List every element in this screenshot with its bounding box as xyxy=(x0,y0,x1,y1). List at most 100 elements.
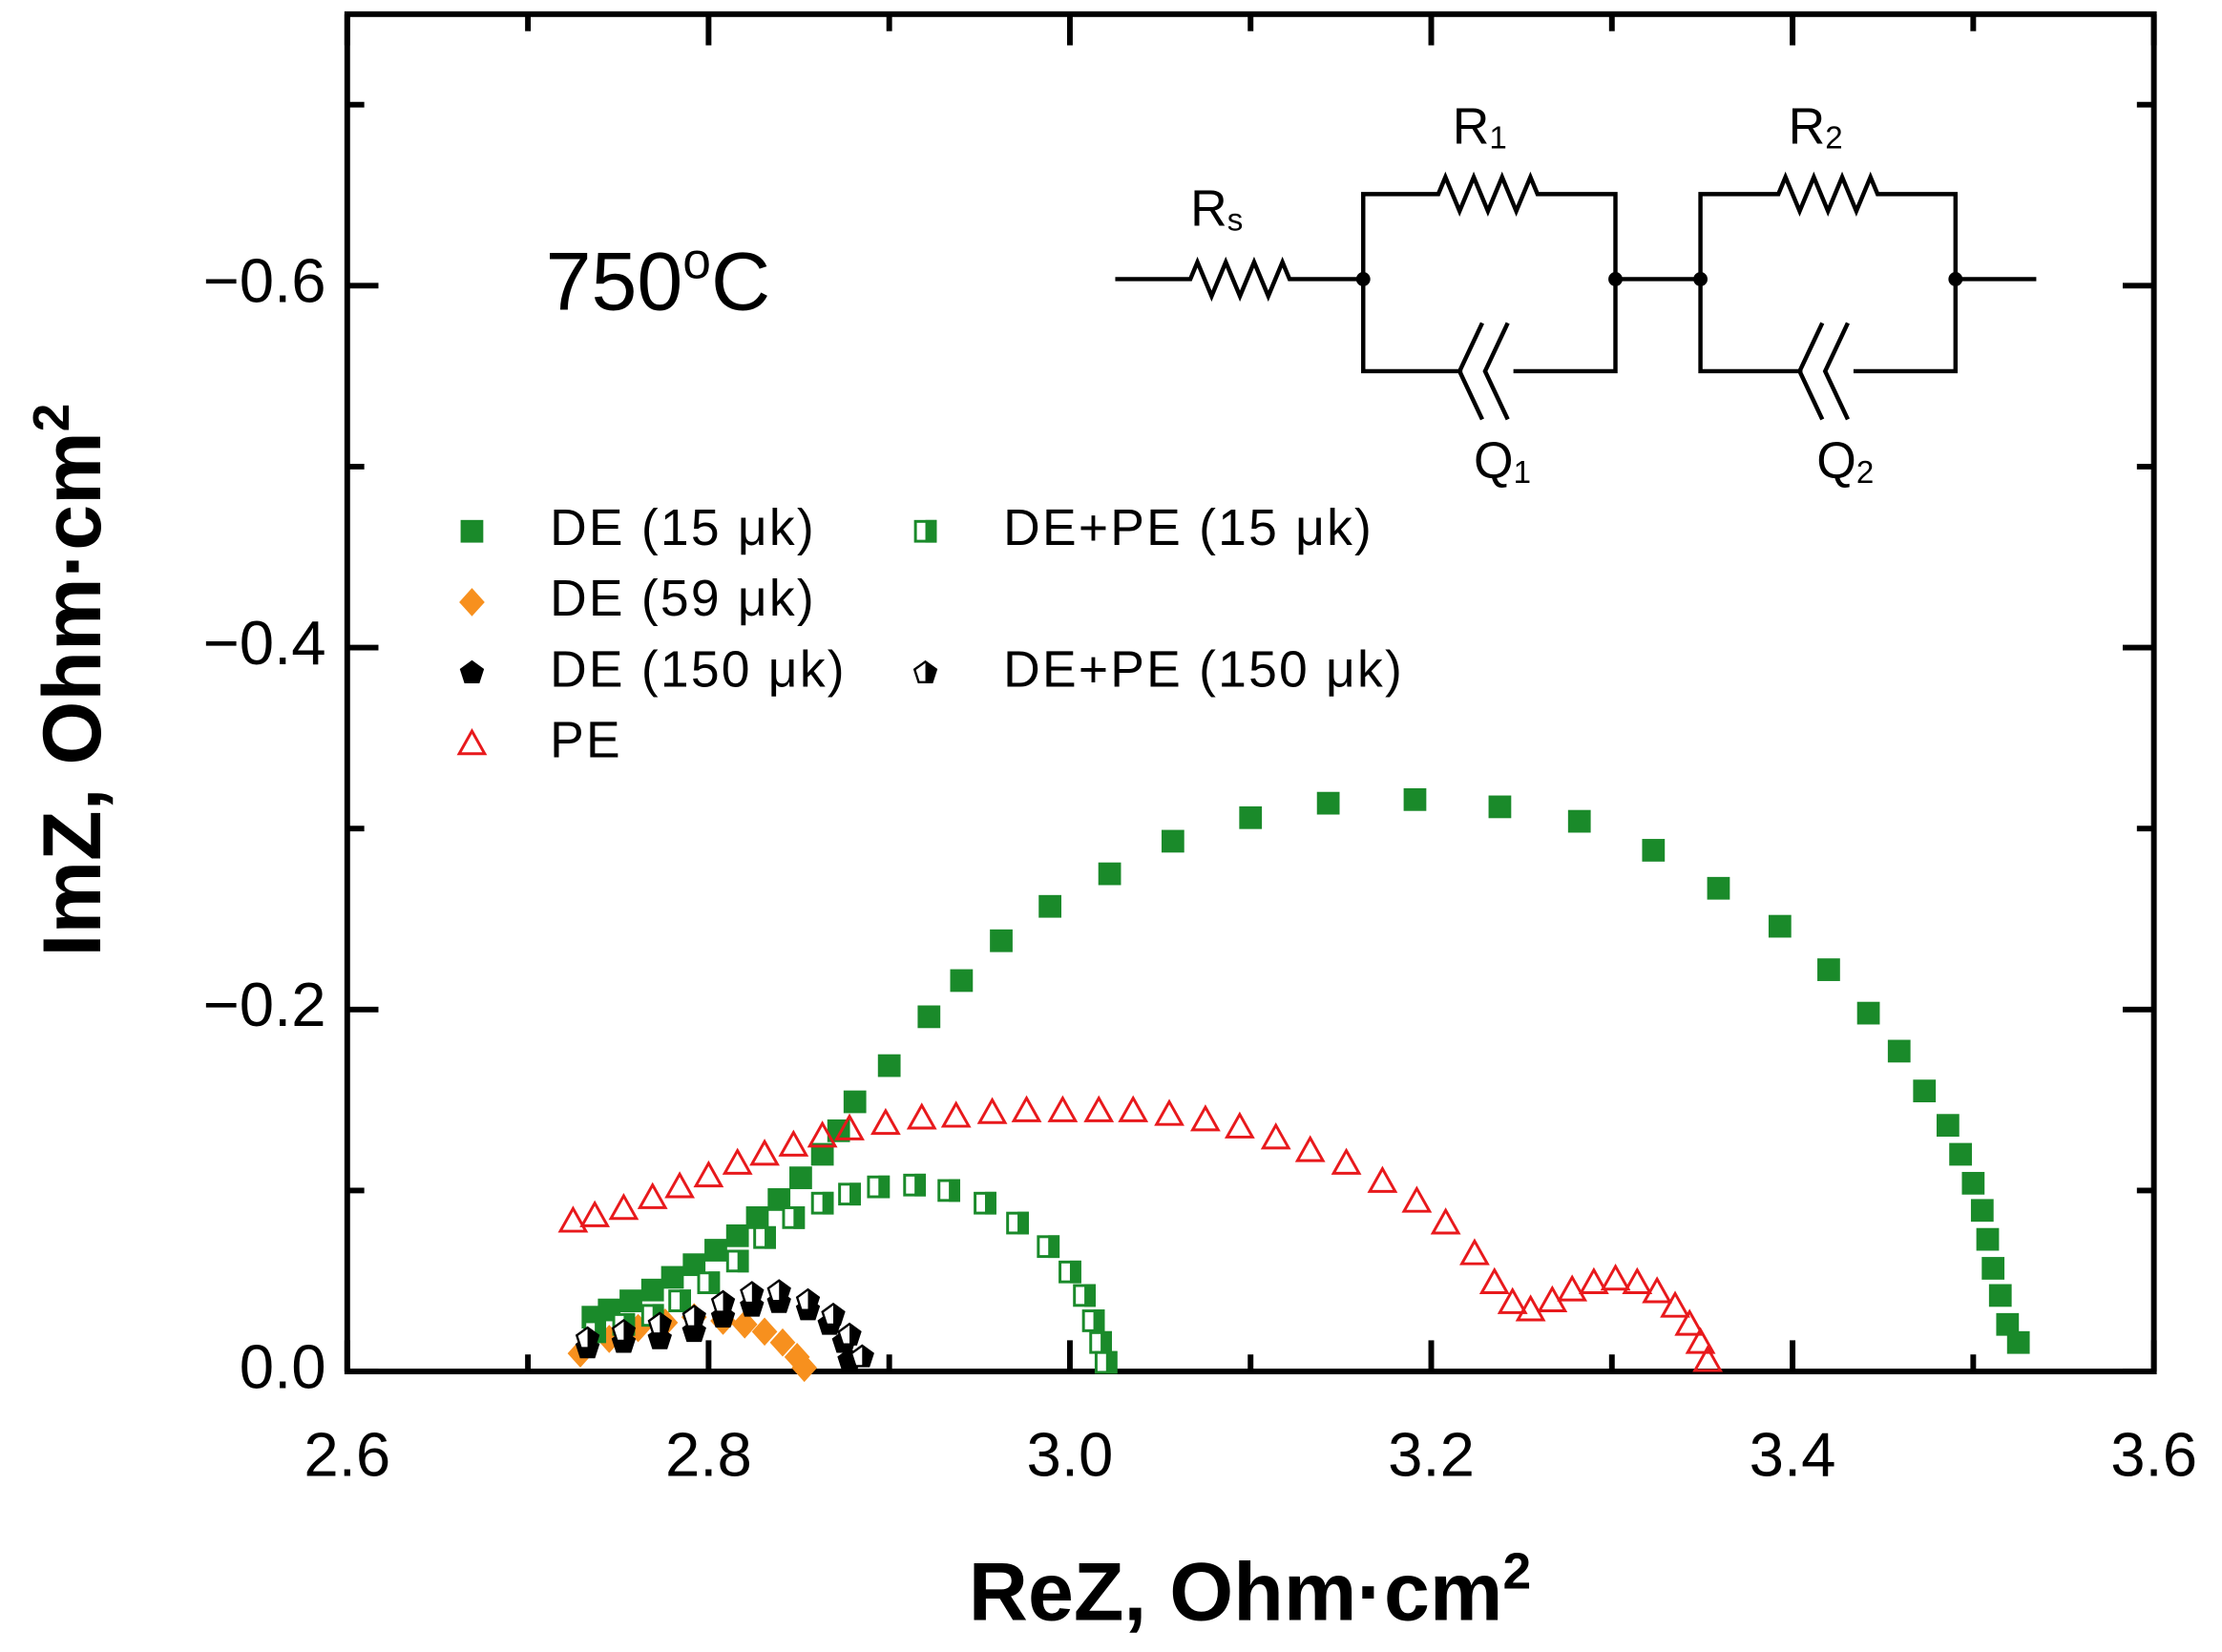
y-tick-label: −0.6 xyxy=(203,246,326,316)
marker-shape xyxy=(1600,1263,1631,1291)
marker-shape xyxy=(1084,1284,1096,1307)
circuit-label: Q1 xyxy=(1474,433,1531,491)
marker-shape xyxy=(1401,1185,1433,1213)
data-point xyxy=(1047,1095,1079,1122)
data-point xyxy=(1081,1309,1105,1332)
marker-shape xyxy=(737,1249,749,1273)
circuit-label-part: 1 xyxy=(1514,455,1531,491)
marker-shape xyxy=(1685,1327,1716,1354)
legend-marker xyxy=(456,728,488,756)
capacitor xyxy=(1457,322,1510,421)
marker-shape xyxy=(849,1324,861,1345)
marker-shape xyxy=(1961,1171,1985,1195)
data-point xyxy=(1098,862,1121,886)
legend-marker xyxy=(460,519,484,543)
circuit-wire xyxy=(1615,171,2037,374)
data-point xyxy=(1488,795,1512,819)
marker-shape xyxy=(834,1113,865,1140)
marker-shape xyxy=(751,1282,764,1304)
x-tick-label: 3.4 xyxy=(1750,1419,1836,1489)
marker-shape xyxy=(870,1107,901,1136)
legend-marker xyxy=(912,659,938,683)
data-point xyxy=(1557,1274,1588,1302)
data-point xyxy=(906,1102,937,1130)
annotation-part: 750 xyxy=(546,236,683,327)
circuit-label: Q2 xyxy=(1816,433,1874,491)
data-point xyxy=(710,1289,736,1313)
legend-label: DE+PE (150 μk) xyxy=(1003,641,1404,698)
circuit-label: R2 xyxy=(1789,99,1843,157)
marker-shape xyxy=(595,1320,607,1344)
data-point xyxy=(693,1160,724,1188)
y-axis-title-part: 2 xyxy=(24,404,80,432)
marker-shape xyxy=(1430,1207,1461,1235)
data-point xyxy=(608,1193,639,1221)
data-point xyxy=(1567,809,1591,833)
marker-shape xyxy=(708,1271,721,1295)
data-point xyxy=(1578,1266,1609,1295)
marker-shape xyxy=(579,1200,611,1227)
marker-shape xyxy=(1674,1308,1706,1336)
data-point xyxy=(1622,1266,1653,1295)
data-point xyxy=(682,1253,706,1277)
legend-marker xyxy=(459,588,485,617)
data-point xyxy=(1038,894,1062,918)
marker-shape xyxy=(1083,1095,1115,1122)
marker-shape xyxy=(1239,805,1263,829)
data-point xyxy=(1011,1095,1042,1122)
legend-label: DE+PE (15 μk) xyxy=(1003,500,1373,556)
data-point xyxy=(1981,1257,2005,1280)
circuit-label-part: 1 xyxy=(1489,120,1506,156)
circuit-node xyxy=(1608,272,1623,286)
data-point xyxy=(810,1191,834,1215)
data-point xyxy=(1154,1098,1184,1126)
y-tick-label: 0.0 xyxy=(240,1331,326,1401)
marker-shape xyxy=(1949,1142,1972,1166)
marker-shape xyxy=(1515,1294,1546,1322)
x-axis-title-part: 2 xyxy=(1502,1544,1531,1600)
circuit-node xyxy=(1355,272,1371,286)
data-point xyxy=(1996,1312,2020,1336)
marker-shape xyxy=(1154,1098,1184,1126)
data-point xyxy=(1089,1330,1113,1354)
marker-shape xyxy=(906,1102,937,1130)
data-point xyxy=(1961,1171,1985,1195)
data-point xyxy=(1600,1263,1631,1291)
marker-shape xyxy=(1660,1290,1690,1318)
circuit-wire xyxy=(1115,256,1364,303)
data-point xyxy=(731,1309,758,1339)
marker-shape xyxy=(1367,1165,1398,1193)
marker-shape xyxy=(749,1139,780,1166)
data-point xyxy=(704,1239,727,1262)
circuit-label: R1 xyxy=(1453,99,1507,157)
circuit-label-part: R xyxy=(1190,181,1227,238)
data-point xyxy=(668,1289,691,1312)
marker-shape xyxy=(1294,1135,1326,1162)
annotation: 750oC xyxy=(546,234,771,328)
marker-shape xyxy=(731,1309,758,1339)
data-point xyxy=(1403,787,1427,811)
data-point xyxy=(725,1249,749,1273)
x-tick-label: 3.6 xyxy=(2110,1419,2197,1489)
data-point xyxy=(1316,791,1340,815)
x-tick-label: 3.2 xyxy=(1388,1419,1475,1489)
circuit xyxy=(1115,171,2037,421)
capacitor xyxy=(1797,322,1850,421)
marker-shape xyxy=(664,1171,695,1199)
y-tick-label: −0.4 xyxy=(203,608,326,678)
circuit-label-part: R xyxy=(1789,99,1826,156)
data-point xyxy=(1692,1345,1724,1372)
data-point xyxy=(1294,1135,1326,1162)
marker-shape xyxy=(990,929,1013,952)
marker-shape xyxy=(976,1097,1008,1124)
data-point xyxy=(611,1318,637,1343)
data-point xyxy=(1224,1111,1255,1139)
annotation-part: C xyxy=(711,236,770,327)
marker-shape xyxy=(862,1346,873,1367)
data-point xyxy=(950,969,974,993)
marker-shape xyxy=(917,1005,941,1029)
y-axis-title: ImZ, Ohm·cm2 xyxy=(24,404,118,957)
data-point xyxy=(1430,1207,1461,1235)
data-point xyxy=(575,1326,600,1349)
data-point xyxy=(1331,1147,1362,1175)
